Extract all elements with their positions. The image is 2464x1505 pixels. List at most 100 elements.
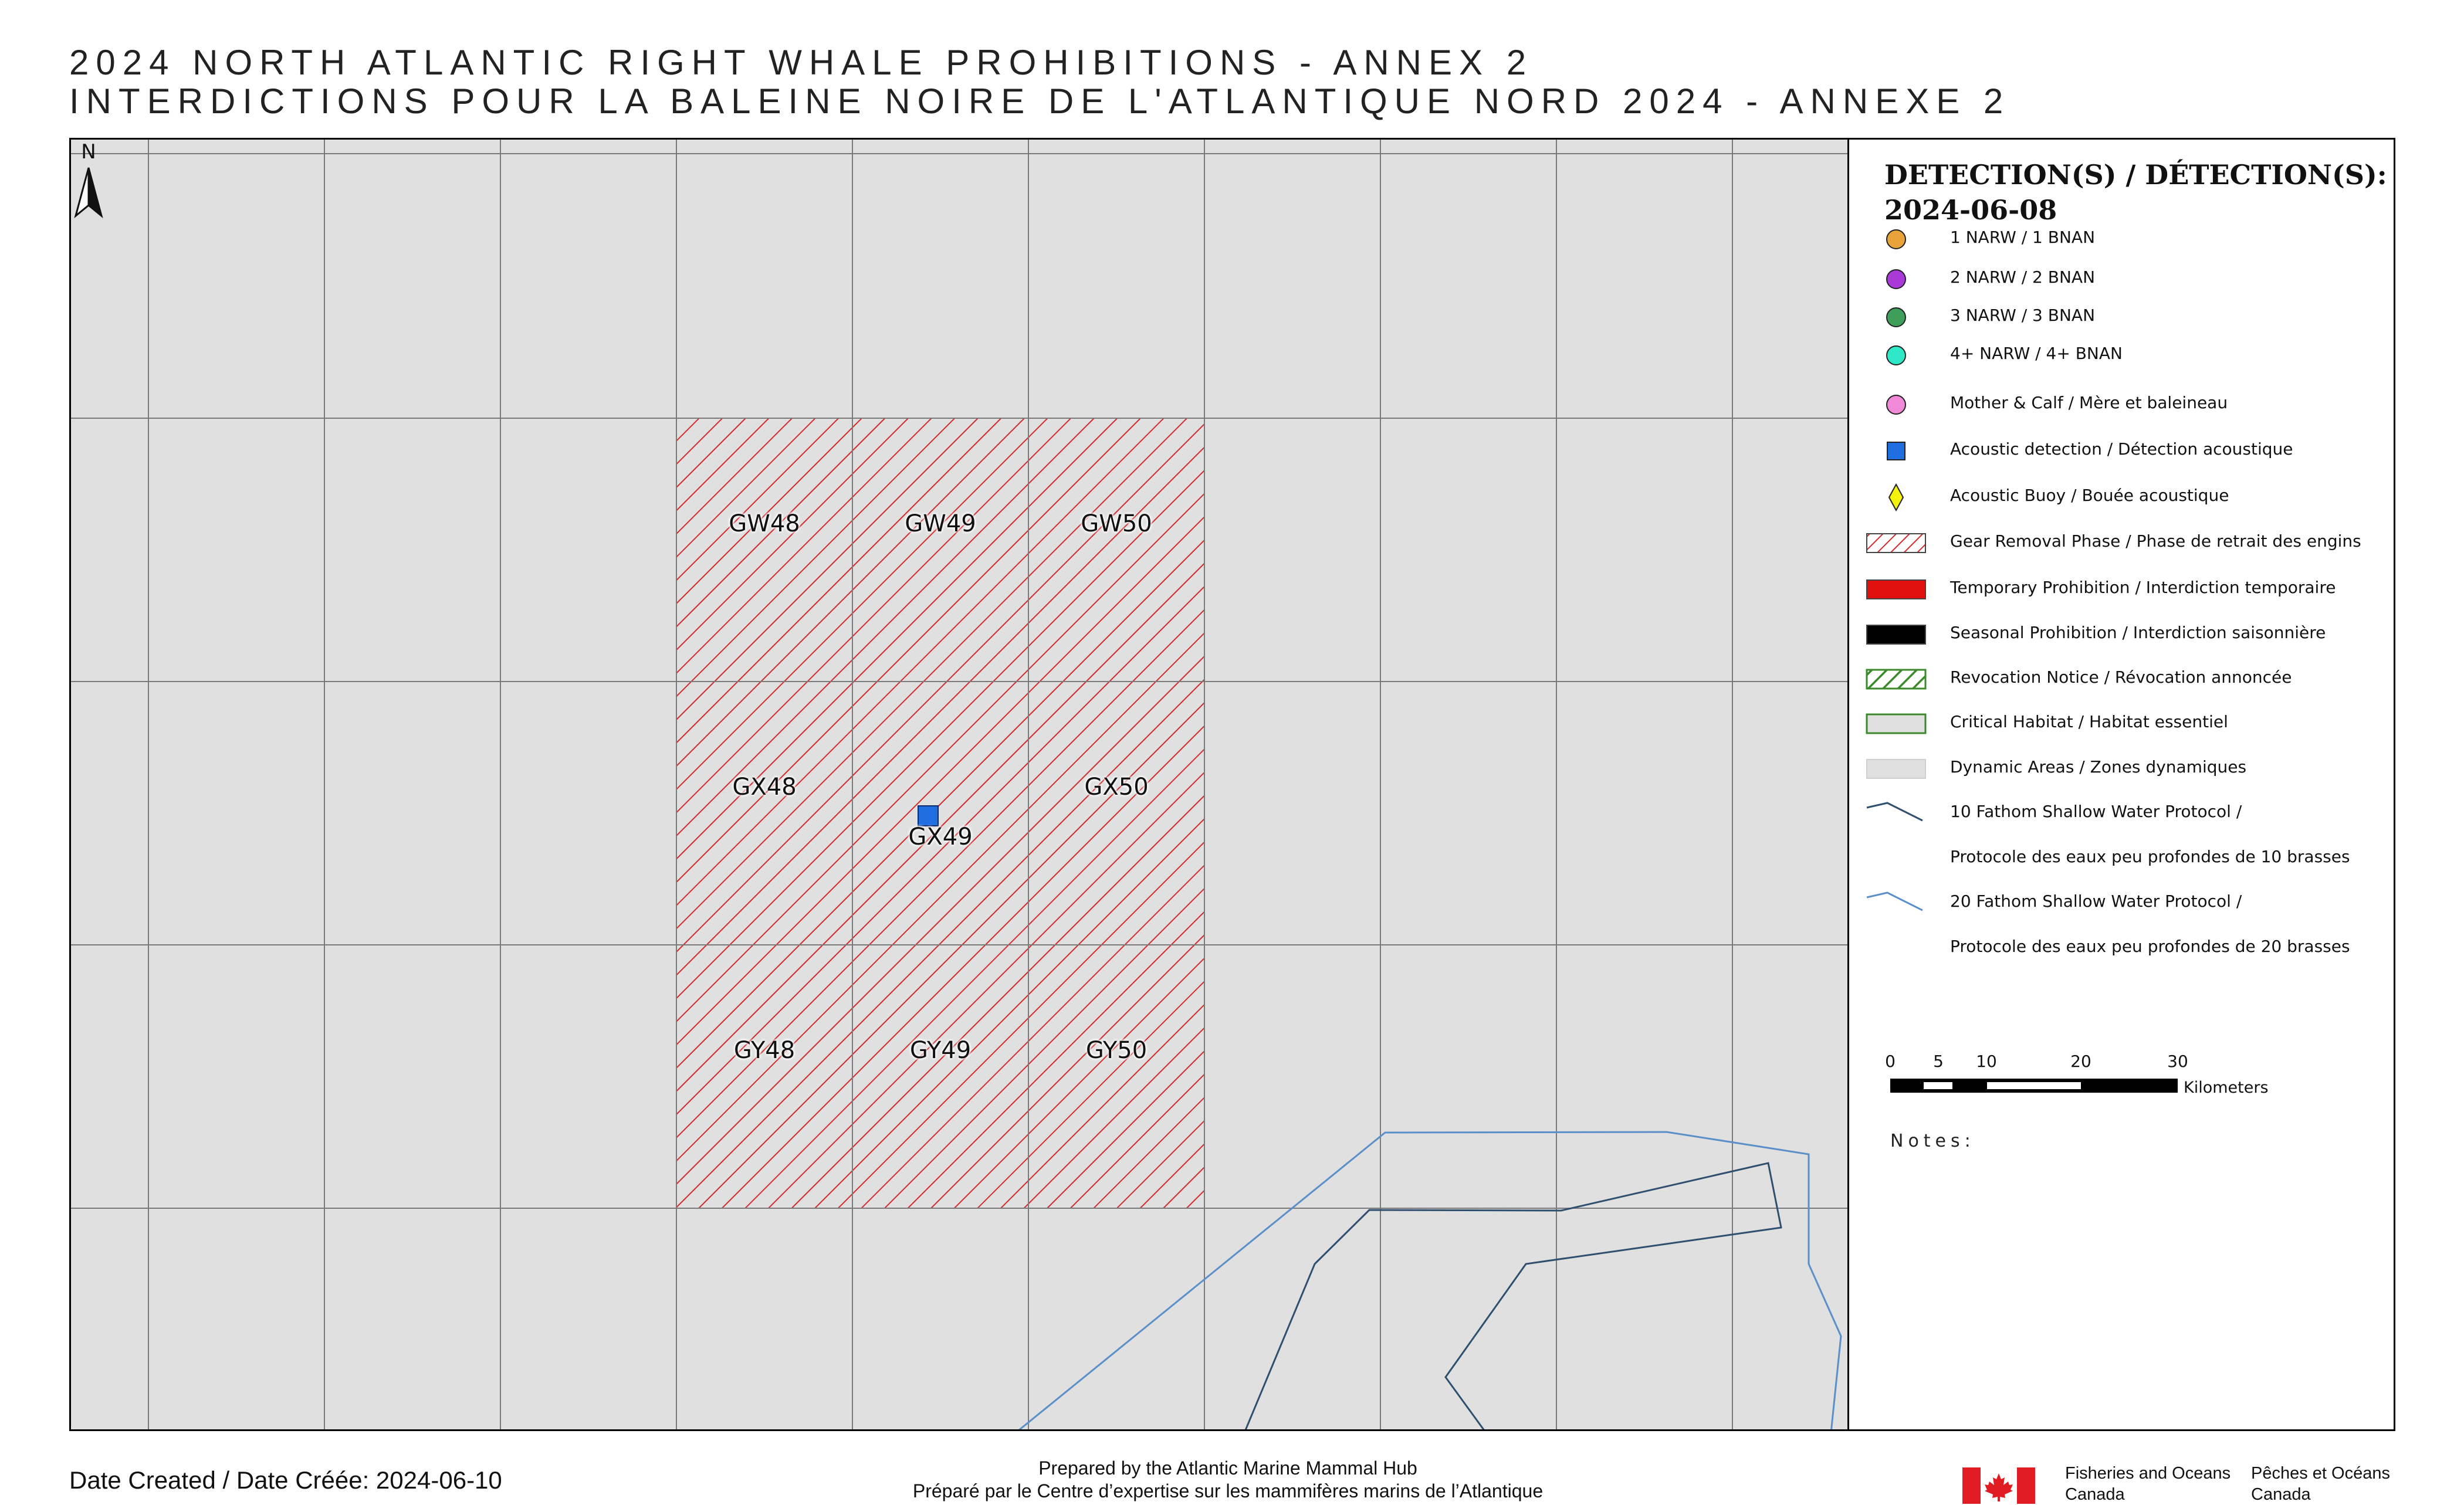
date-created: Date Created / Date Créée: 2024-06-10 bbox=[69, 1466, 502, 1494]
circle-symbol-icon bbox=[1886, 307, 1906, 327]
notes-label: Notes: bbox=[1890, 1131, 1975, 1151]
circle-symbol-icon bbox=[1886, 229, 1906, 249]
grid-cell-label: GW50 bbox=[1081, 510, 1152, 537]
legend-item-label: Critical Habitat / Habitat essentiel bbox=[1950, 712, 2228, 731]
circle-symbol-icon bbox=[1886, 345, 1906, 365]
map-canvas bbox=[71, 140, 1847, 1429]
gear-removal-zone bbox=[676, 418, 1205, 1209]
north-label: N bbox=[81, 140, 96, 164]
hatch-red-symbol-icon bbox=[1866, 533, 1926, 553]
grid-cell-gy49[interactable] bbox=[852, 944, 1029, 1209]
legend-item-label: Mother & Calf / Mère et baleineau bbox=[1950, 393, 2228, 412]
fill-symbol-icon bbox=[1866, 625, 1926, 645]
legend-item: Gear Removal Phase / Phase de retrait de… bbox=[1849, 526, 2397, 561]
legend-item: Protocole des eaux peu profondes de 20 b… bbox=[1849, 931, 2397, 966]
hatch-green-symbol-icon bbox=[1866, 669, 1927, 690]
grid-cell-gw48[interactable] bbox=[676, 418, 853, 682]
dfo-wordmark-french: Pêches et Océans Canada bbox=[2251, 1464, 2390, 1504]
legend-item-label: 20 Fathom Shallow Water Protocol / bbox=[1950, 892, 2242, 911]
legend-item-label: 1 NARW / 1 BNAN bbox=[1950, 228, 2096, 247]
grid-cell-gx49[interactable] bbox=[852, 681, 1029, 945]
line-light-symbol-icon bbox=[1866, 892, 1923, 911]
line-dark-symbol-icon bbox=[1866, 802, 1923, 822]
legend-item-label: Dynamic Areas / Zones dynamiques bbox=[1950, 757, 2247, 777]
legend-title-line1: DETECTION(S) / DÉTECTION(S): bbox=[1884, 159, 2387, 191]
grid-cell-label: GW48 bbox=[729, 510, 800, 537]
diamond-symbol-icon bbox=[1888, 483, 1904, 512]
grid-cell-label: GY49 bbox=[909, 1036, 972, 1064]
scale-tick-label: 0 bbox=[1885, 1052, 1896, 1071]
square-symbol-icon bbox=[1887, 442, 1905, 460]
legend-item: Acoustic Buoy / Bouée acoustique bbox=[1849, 480, 2397, 515]
dfo-wordmark-english: Fisheries and Oceans Canada bbox=[2065, 1464, 2231, 1504]
legend-item: Seasonal Prohibition / Interdiction sais… bbox=[1849, 617, 2397, 652]
legend-item-label: 4+ NARW / 4+ BNAN bbox=[1950, 344, 2123, 363]
legend-item: 4+ NARW / 4+ BNAN bbox=[1849, 338, 2397, 373]
map-title-english: 2024 NORTH ATLANTIC RIGHT WHALE PROHIBIT… bbox=[69, 43, 1534, 82]
legend-item: 2 NARW / 2 BNAN bbox=[1849, 262, 2397, 297]
outline-green-symbol-icon bbox=[1866, 713, 1927, 734]
legend-item: 1 NARW / 1 BNAN bbox=[1849, 222, 2397, 257]
legend-item-label: Protocole des eaux peu profondes de 10 b… bbox=[1950, 847, 2350, 866]
legend-item-label: Seasonal Prohibition / Interdiction sais… bbox=[1950, 623, 2326, 642]
legend-item-label: Protocole des eaux peu profondes de 20 b… bbox=[1950, 937, 2350, 956]
fill-grey-symbol-icon bbox=[1866, 759, 1926, 779]
legend-item-label: 3 NARW / 3 BNAN bbox=[1950, 306, 2096, 325]
circle-symbol-icon bbox=[1886, 269, 1906, 289]
scale-bar: 0 5 10 20 30 Kilometers bbox=[1885, 1052, 2268, 1110]
legend-item: Dynamic Areas / Zones dynamiques bbox=[1849, 751, 2397, 787]
grid-cell-label: GX50 bbox=[1084, 773, 1149, 801]
legend-item: Revocation Notice / Révocation annoncée bbox=[1849, 662, 2397, 697]
legend-item: 3 NARW / 3 BNAN bbox=[1849, 300, 2397, 335]
none-symbol-icon bbox=[1864, 841, 1928, 876]
legend-panel: DETECTION(S) / DÉTECTION(S): 2024-06-08 … bbox=[1847, 138, 2395, 1431]
legend-item: Mother & Calf / Mère et baleineau bbox=[1849, 387, 2397, 422]
grid-cell-gy48[interactable] bbox=[676, 944, 853, 1209]
grid-cell-gx48[interactable] bbox=[676, 681, 853, 945]
map-frame[interactable]: GW48 GW49 GW50 GX48 GX49 GX50 GY48 GY49 GY50 N bbox=[69, 138, 1849, 1431]
north-arrow-icon: N bbox=[74, 140, 103, 219]
canada-flag-icon bbox=[1962, 1467, 2035, 1504]
legend-item-label: Temporary Prohibition / Interdiction tem… bbox=[1950, 578, 2336, 597]
scale-tick-label: 20 bbox=[2070, 1052, 2091, 1071]
legend-item-label: Acoustic detection / Détection acoustiqu… bbox=[1950, 439, 2293, 459]
scale-tick-label: 10 bbox=[1976, 1052, 1997, 1071]
grid-cell-gy50[interactable] bbox=[1028, 944, 1205, 1209]
grid-cell-label: GX49 bbox=[908, 823, 973, 850]
none-symbol-icon bbox=[1864, 931, 1928, 966]
legend-item: Protocole des eaux peu profondes de 10 b… bbox=[1849, 841, 2397, 876]
legend-item: 20 Fathom Shallow Water Protocol / bbox=[1849, 886, 2397, 921]
circle-symbol-icon bbox=[1886, 395, 1906, 415]
shallow-water-protocol-lines bbox=[1018, 1131, 1842, 1429]
grid-cell-label: GY50 bbox=[1085, 1036, 1148, 1064]
scale-unit: Kilometers bbox=[2184, 1079, 2269, 1097]
acoustic-detection-marker bbox=[918, 805, 939, 826]
scale-tick-label: 5 bbox=[1933, 1052, 1944, 1071]
legend-item-label: 2 NARW / 2 BNAN bbox=[1950, 267, 2096, 287]
fathom-10-line bbox=[1244, 1162, 1782, 1429]
scale-tick-label: 30 bbox=[2167, 1052, 2188, 1071]
fathom-20-line bbox=[1018, 1131, 1842, 1429]
legend-item-label: 10 Fathom Shallow Water Protocol / bbox=[1950, 802, 2242, 821]
grid-cell-gx50[interactable] bbox=[1028, 681, 1205, 945]
grid-lines bbox=[71, 140, 1847, 1429]
grid-cell-label: GX48 bbox=[732, 773, 797, 801]
prepared-by-french: Préparé par le Centre d’expertise sur le… bbox=[912, 1480, 1544, 1501]
legend-item-label: Revocation Notice / Révocation annoncée bbox=[1950, 667, 2292, 687]
legend-item: Critical Habitat / Habitat essentiel bbox=[1849, 706, 2397, 741]
legend-item: 10 Fathom Shallow Water Protocol / bbox=[1849, 796, 2397, 831]
grid-cell-label: GW49 bbox=[905, 510, 976, 537]
legend-item: Temporary Prohibition / Interdiction tem… bbox=[1849, 572, 2397, 607]
legend-item-label: Acoustic Buoy / Bouée acoustique bbox=[1950, 486, 2229, 505]
legend-title-date: 2024-06-08 bbox=[1884, 194, 2057, 226]
grid-cell-label: GY48 bbox=[733, 1036, 796, 1064]
legend-item: Acoustic detection / Détection acoustiqu… bbox=[1849, 433, 2397, 469]
fill-symbol-icon bbox=[1866, 579, 1926, 599]
prepared-by-english: Prepared by the Atlantic Marine Mammal H… bbox=[1038, 1457, 1417, 1479]
legend-title: DETECTION(S) / DÉTECTION(S): 2024-06-08 bbox=[1884, 157, 2387, 228]
grid-cell-gw49[interactable] bbox=[852, 418, 1029, 682]
map-title-french: INTERDICTIONS POUR LA BALEINE NOIRE DE L… bbox=[69, 82, 2011, 121]
scale-bar-graphic bbox=[1890, 1079, 2178, 1093]
legend-item-label: Gear Removal Phase / Phase de retrait de… bbox=[1950, 531, 2361, 551]
grid-cell-gw50[interactable] bbox=[1028, 418, 1205, 682]
